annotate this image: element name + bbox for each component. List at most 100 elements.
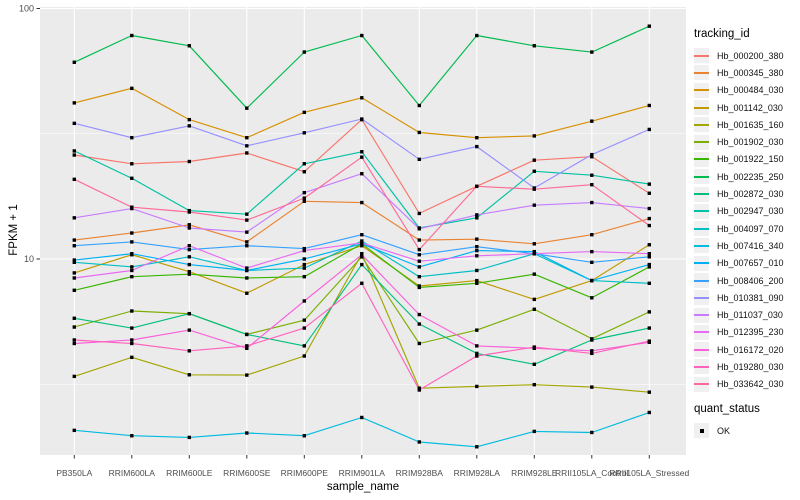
svg-text:PB350LA: PB350LA — [56, 468, 92, 478]
legend-item: Hb_000200_380 — [694, 47, 798, 64]
svg-text:100: 100 — [19, 4, 34, 14]
svg-text:RRII105LA_Stressed: RRII105LA_Stressed — [609, 468, 689, 478]
svg-text:RRIM600LE: RRIM600LE — [166, 468, 213, 478]
legend-item-label: Hb_012395_230 — [717, 327, 784, 338]
legend-item: Hb_007416_340 — [694, 237, 798, 254]
legend-key-box — [694, 48, 709, 64]
legend-item: Hb_011037_030 — [694, 306, 798, 323]
legend-item: Hb_002947_030 — [694, 203, 798, 220]
legend-item-label: Hb_016172_020 — [717, 344, 784, 355]
legend-key-box — [694, 100, 709, 116]
legend-key-box — [694, 342, 709, 358]
legend-key-box — [694, 82, 709, 98]
legend-item: Hb_002235_250 — [694, 168, 798, 185]
legend-item-label: Hb_002947_030 — [717, 206, 784, 217]
legend-item: Hb_004097_070 — [694, 220, 798, 237]
legend-item: Hb_010381_090 — [694, 289, 798, 306]
series-line-icon — [694, 365, 709, 368]
legend-key-box — [694, 255, 709, 271]
ok-square-icon — [699, 428, 704, 433]
legend-title-quant-status: quant_status — [694, 402, 760, 415]
legend-item-label: Hb_000345_380 — [717, 67, 784, 78]
legend-item-label: Hb_011037_030 — [717, 310, 783, 321]
legend-item-label: Hb_019280_030 — [717, 361, 784, 372]
legend-quant-status: quant_status OK — [694, 403, 798, 439]
legend-item: Hb_012395_230 — [694, 324, 798, 341]
svg-text:RRIM928LE: RRIM928LE — [511, 468, 558, 478]
legend-item-label: Hb_007657_010 — [717, 258, 784, 269]
legend-key-box — [694, 117, 709, 133]
series-line-icon — [694, 314, 709, 317]
series-line-icon — [694, 141, 709, 144]
series-line-icon — [694, 106, 709, 109]
series-line-icon — [694, 54, 709, 57]
legend-item: Hb_001635_160 — [694, 116, 798, 133]
svg-text:RRIM901LA: RRIM901LA — [339, 468, 386, 478]
legend-item: Hb_001902_030 — [694, 133, 798, 150]
legend-item-label: Hb_000484_030 — [717, 85, 784, 96]
series-line-icon — [694, 175, 709, 178]
series-line-icon — [694, 71, 709, 74]
legend-item-label: OK — [717, 425, 731, 436]
legend-item-label: Hb_002235_250 — [717, 171, 784, 182]
series-line-icon — [694, 89, 709, 92]
x-axis-title: sample_name — [326, 481, 400, 493]
svg-text:RRIM600SE: RRIM600SE — [223, 468, 271, 478]
legend-item-label: Hb_000200_380 — [717, 50, 784, 61]
series-line-icon — [694, 331, 709, 334]
legend-title-tracking-id: tracking_id — [694, 28, 750, 40]
legend-key-box — [694, 324, 709, 340]
legend-item-label: Hb_004097_070 — [717, 223, 784, 234]
legend-key-box — [694, 221, 709, 237]
legend-item-label: Hb_001922_150 — [717, 154, 784, 165]
legend-key-box — [694, 151, 709, 167]
series-line-icon — [694, 244, 709, 247]
legend-item: Hb_002872_030 — [694, 185, 798, 202]
series-line-icon — [694, 210, 709, 213]
series-line-icon — [694, 262, 709, 265]
legend-key-box — [694, 273, 709, 288]
legend-item-label: Hb_007416_340 — [717, 240, 784, 251]
legend-item-label: Hb_010381_090 — [717, 292, 784, 303]
series-line-icon — [694, 158, 709, 161]
legend-item: Hb_000345_380 — [694, 64, 798, 81]
svg-text:RRII105LA_Control: RRII105LA_Control — [555, 468, 629, 478]
legend-key-box — [694, 359, 709, 375]
legend-item: Hb_016172_020 — [694, 341, 798, 358]
legend-item: Hb_019280_030 — [694, 358, 798, 375]
legend-item: Hb_007657_010 — [694, 255, 798, 272]
legend-key-box — [694, 169, 709, 185]
legend-key-box — [694, 65, 709, 81]
series-line-icon — [694, 296, 709, 299]
legend-key-box — [694, 423, 709, 439]
legend-item-label: Hb_001902_030 — [717, 137, 784, 148]
legend-key-box — [694, 203, 709, 219]
legend-item: Hb_001922_150 — [694, 151, 798, 168]
y-axis-title: FPKM + 1 — [8, 204, 20, 256]
series-line-icon — [694, 348, 709, 351]
svg-text:RRIM928LA: RRIM928LA — [454, 468, 501, 478]
legend-key-box — [694, 134, 709, 150]
series-line-icon — [694, 279, 709, 282]
svg-text:RRIM600PE: RRIM600PE — [281, 468, 329, 478]
legend-item: Hb_001142_030 — [694, 99, 798, 116]
svg-text:10: 10 — [24, 254, 34, 264]
svg-text:RRIM600LA: RRIM600LA — [109, 468, 156, 478]
series-line-icon — [694, 123, 709, 126]
legend-item: Hb_000484_030 — [694, 82, 798, 99]
legend-item-label: Hb_008406_200 — [717, 275, 784, 286]
series-line-icon — [694, 227, 709, 230]
series-line-icon — [694, 383, 709, 386]
legend-key-box — [694, 307, 709, 323]
legend-item-label: Hb_001142_030 — [717, 102, 783, 113]
legend-key-box — [694, 290, 709, 306]
legend-key-box — [694, 186, 709, 202]
legend-items-tracking-id: Hb_000200_380 Hb_000345_380 Hb_000484_03… — [694, 47, 798, 393]
legend-key-box — [694, 238, 709, 254]
legend-item-label: Hb_002872_030 — [717, 189, 784, 200]
legend-item-label: Hb_033642_030 — [717, 379, 784, 390]
series-line-icon — [694, 193, 709, 196]
legend-item: Hb_008406_200 — [694, 272, 798, 289]
